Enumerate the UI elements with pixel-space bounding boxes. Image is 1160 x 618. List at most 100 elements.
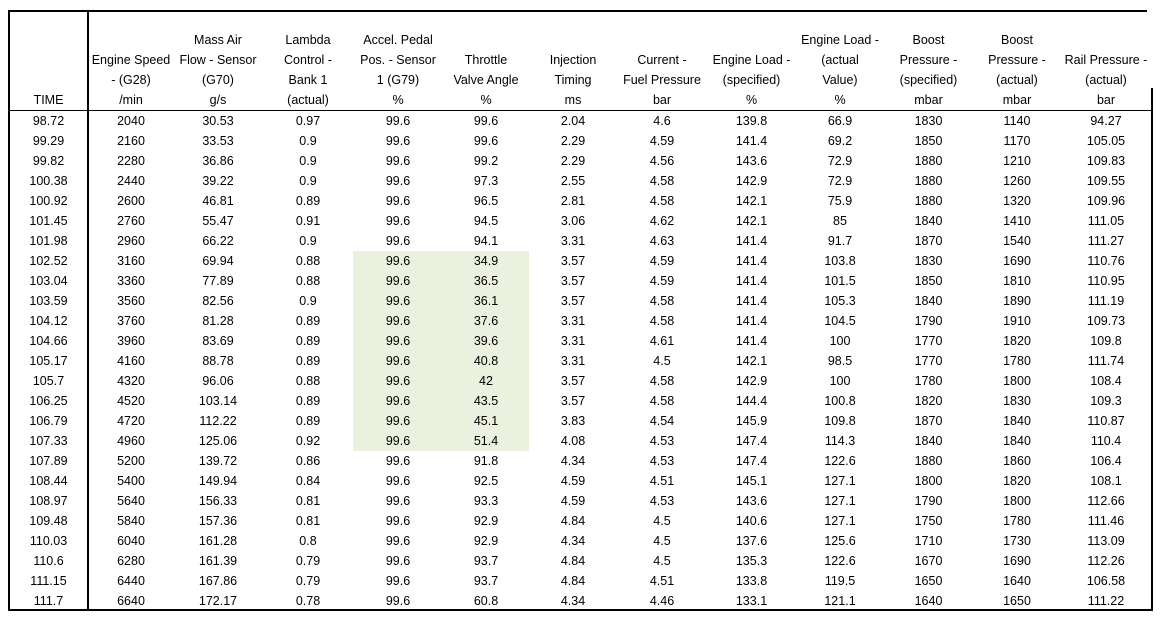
header-line: Boost (1001, 33, 1033, 47)
table-cell: 4.59 (649, 274, 675, 288)
table-cell: 157.36 (198, 514, 238, 528)
table-cell: 1690 (1003, 254, 1031, 268)
table-cell: 51.4 (443, 431, 529, 451)
table-cell: 1890 (1003, 294, 1031, 308)
table-cell: 109.8 (824, 414, 856, 428)
table-row: 109.48 5840 157.36 0.81 99.6 92.9 4.84 4.5 140.6… (10, 511, 1151, 531)
column-header: Engine Load - (specified)% (707, 12, 796, 111)
table-row: 104.66 3960 83.69 0.89 99.6 39.6 3.31 4.61 141.4… (10, 331, 1151, 351)
table-cell: 4.54 (649, 414, 675, 428)
table-cell: 1780 (1003, 514, 1031, 528)
header-line: % (392, 93, 404, 107)
table-cell: 110.03 (10, 531, 89, 551)
header-line: Mass Air (194, 33, 242, 47)
table-cell: 1830 (914, 254, 943, 268)
table-cell: 106.25 (10, 391, 89, 411)
table-cell: 2440 (117, 174, 145, 188)
table-cell: 161.28 (198, 534, 238, 548)
table-cell: 1820 (1003, 474, 1031, 488)
table-cell: 0.9 (299, 134, 317, 148)
table-cell: 4320 (117, 374, 145, 388)
header-line: Rail Pressure - (1064, 53, 1148, 67)
column-header: Accel. Pedal Pos. - Sensor 1 (G79)% (353, 12, 443, 111)
table-row: 100.92 2600 46.81 0.89 99.6 96.5 2.81 4.58 142.1… (10, 191, 1151, 211)
header-line: Injection (549, 53, 597, 67)
table-cell: 104.66 (10, 331, 89, 351)
table-cell: 66.9 (827, 114, 853, 128)
table-cell: 4.59 (649, 134, 675, 148)
table-cell: 3.83 (560, 414, 586, 428)
header-line: 1 (G79) (376, 73, 420, 87)
table-cell: 142.9 (735, 374, 768, 388)
table-cell: 5400 (117, 474, 145, 488)
table-cell: 99.6 (385, 114, 411, 128)
table-cell: 1790 (914, 494, 943, 508)
table-cell: 1880 (914, 174, 943, 188)
table-cell: 4.84 (560, 574, 586, 588)
table-cell: 100 (829, 334, 851, 348)
table-cell: 107.33 (10, 431, 89, 451)
table-cell: 75.9 (827, 194, 853, 208)
table-cell: 112.22 (199, 414, 237, 428)
table-cell: 108.97 (10, 491, 89, 511)
table-cell: 4720 (117, 414, 145, 428)
table-cell: 145.1 (735, 474, 768, 488)
table-cell: 133.1 (735, 594, 768, 608)
table-cell: 0.9 (299, 294, 317, 308)
table-cell: 156.33 (198, 494, 238, 508)
table-cell: 2.29 (560, 154, 586, 168)
table-cell: 110.95 (1087, 274, 1125, 288)
table-cell: 0.91 (295, 214, 321, 228)
table-cell: 4.5 (653, 514, 671, 528)
table-cell: 110.4 (1090, 434, 1122, 448)
table-cell: 99.6 (353, 351, 443, 371)
table-cell: 1820 (1003, 334, 1031, 348)
table-cell: 142.1 (735, 194, 768, 208)
table-cell: 4520 (117, 394, 145, 408)
table-cell: 109.8 (1090, 334, 1122, 348)
table-cell: 4.46 (649, 594, 675, 608)
table-cell: 1840 (1003, 414, 1031, 428)
table-cell: 143.6 (735, 494, 768, 508)
table-cell: 2960 (117, 234, 145, 248)
table-cell: 0.88 (295, 274, 321, 288)
table-cell: 99.29 (10, 131, 89, 151)
table-cell: 4.84 (560, 514, 586, 528)
table-cell: 99.6 (385, 234, 411, 248)
table-cell: 102.52 (10, 251, 89, 271)
table-cell: 3.31 (560, 354, 586, 368)
table-cell: 4.5 (653, 354, 671, 368)
header-line: (actual) (287, 93, 329, 107)
table-cell: 1410 (1003, 214, 1031, 228)
table-cell: 105.3 (824, 294, 856, 308)
table-cell: 3360 (117, 274, 145, 288)
table-cell: 0.92 (295, 434, 321, 448)
table-cell: 1540 (1003, 234, 1031, 248)
table-cell: 1800 (1003, 494, 1031, 508)
table-cell: 2.04 (560, 114, 586, 128)
column-header: Injection Timing ms (529, 12, 617, 111)
table-cell: 1260 (1003, 174, 1031, 188)
table-cell: 111.05 (1087, 214, 1125, 228)
table-cell: 99.6 (473, 114, 499, 128)
table-cell: 114.3 (824, 434, 856, 448)
column-header: Engine Speed - (G28) /min (88, 12, 173, 111)
header-line: bar (1096, 93, 1116, 107)
table-cell: 0.89 (295, 334, 321, 348)
header-line: (actual) (996, 73, 1038, 87)
table-cell: 4.58 (649, 374, 675, 388)
table-cell: 1910 (1003, 314, 1031, 328)
table-cell: 0.89 (295, 354, 321, 368)
table-cell: 99.6 (385, 554, 411, 568)
table-cell: 1650 (1003, 594, 1031, 608)
table-cell: 1170 (1003, 134, 1031, 148)
table-cell: 36.5 (443, 271, 529, 291)
table-cell: 147.4 (735, 434, 768, 448)
table-cell: 39.6 (443, 331, 529, 351)
table-row: 102.52 3160 69.94 0.88 99.6 34.9 3.57 4.59 141.4… (10, 251, 1151, 271)
table-cell: 127.1 (824, 494, 856, 508)
table-cell: 93.7 (473, 554, 499, 568)
table-cell: 91.8 (473, 454, 499, 468)
table-cell: 4960 (117, 434, 145, 448)
table-cell: 3.31 (560, 314, 586, 328)
